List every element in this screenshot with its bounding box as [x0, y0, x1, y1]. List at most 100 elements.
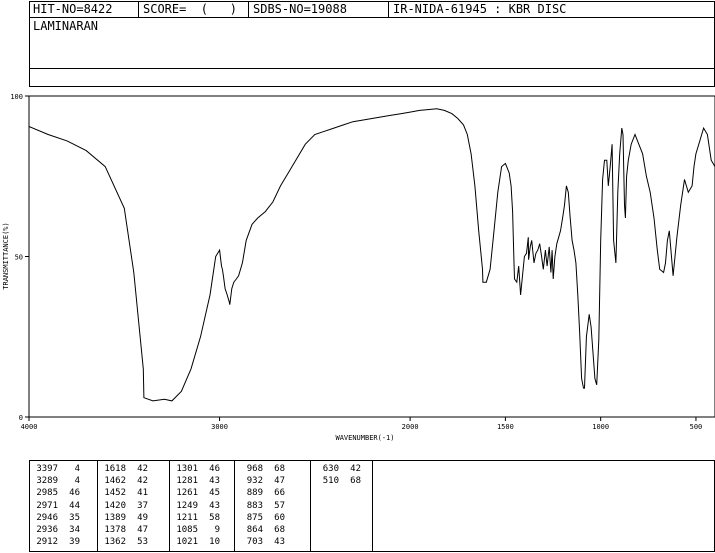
peak-transmittance: 42 — [350, 464, 361, 474]
peak-transmittance: 43 — [274, 537, 285, 548]
peak-transmittance: 68 — [274, 525, 285, 536]
peak-row: 1281 43 — [170, 475, 234, 487]
peak-column: 1618 42 1462 42 1452 41 1420 37 1389 49 1378 47 1362… — [98, 461, 170, 551]
peak-transmittance: 68 — [274, 464, 285, 474]
peak-transmittance: 43 — [209, 500, 220, 511]
peak-column: 1301 46 1281 43 1261 45 1249 43 1211 58 1085 9 1021 1… — [170, 461, 235, 551]
peak-row: 1389 49 — [98, 512, 169, 524]
peak-row: 2946 35 — [30, 512, 97, 524]
x-tick-label: 4000 — [21, 423, 38, 431]
peak-wavenumber: 510 — [322, 476, 339, 487]
peak-transmittance: 4 — [74, 464, 80, 474]
peak-transmittance: 46 — [69, 488, 80, 499]
peak-row: 703 43 — [235, 536, 310, 548]
peak-wavenumber: 1301 — [176, 464, 198, 474]
peak-row: 1362 53 — [98, 536, 169, 548]
peak-transmittance: 4 — [74, 476, 80, 487]
peak-wavenumber: 1389 — [104, 512, 126, 523]
peak-wavenumber: 3289 — [36, 476, 58, 487]
peak-row: 3289 4 — [30, 475, 97, 487]
peak-table: 3397 4 3289 4 2985 46 2971 44 2946 35 2936 34 2912 39… — [29, 460, 715, 552]
peak-wavenumber: 968 — [246, 464, 263, 474]
peak-row: 932 47 — [235, 475, 310, 487]
peak-transmittance: 53 — [137, 537, 148, 548]
peak-transmittance: 9 — [214, 525, 220, 536]
spectrum-line — [28, 108, 715, 402]
y-axis: 0 50 100 — [10, 93, 29, 422]
peak-transmittance: 10 — [209, 537, 220, 548]
peak-row: 968 68 — [235, 463, 310, 475]
x-tick-label: 1000 — [592, 423, 609, 431]
peak-transmittance: 37 — [137, 500, 148, 511]
peak-row: 630 42 — [311, 463, 372, 475]
y-tick-label: 0 — [19, 414, 23, 422]
peak-transmittance: 45 — [209, 488, 220, 499]
peak-wavenumber: 2936 — [36, 525, 58, 536]
peak-transmittance: 49 — [137, 512, 148, 523]
peak-transmittance: 47 — [274, 476, 285, 487]
peak-wavenumber: 1021 — [176, 537, 198, 548]
peak-wavenumber: 1211 — [176, 512, 198, 523]
peak-transmittance: 35 — [69, 512, 80, 523]
compound-name: LAMINARAN — [33, 19, 99, 33]
peak-wavenumber: 2946 — [36, 512, 58, 523]
peak-transmittance: 42 — [137, 464, 148, 474]
y-tick-label: 100 — [10, 93, 23, 101]
peak-wavenumber: 875 — [246, 512, 263, 523]
peak-row: 2985 46 — [30, 487, 97, 499]
peak-wavenumber: 2971 — [36, 500, 58, 511]
peak-row: 3397 4 — [30, 463, 97, 475]
peak-column: 3397 4 3289 4 2985 46 2971 44 2946 35 2936 34 2912 39 — [30, 461, 98, 551]
peak-row: 2936 34 — [30, 524, 97, 536]
peak-transmittance: 66 — [274, 488, 285, 499]
peak-wavenumber: 864 — [246, 525, 263, 536]
x-tick-label: 1500 — [497, 423, 514, 431]
peak-wavenumber: 883 — [246, 500, 263, 511]
peak-wavenumber: 2985 — [36, 488, 58, 499]
peak-wavenumber: 1281 — [176, 476, 198, 487]
peak-row: 1378 47 — [98, 524, 169, 536]
peak-wavenumber: 1618 — [104, 464, 126, 474]
peak-row: 1021 10 — [170, 536, 234, 548]
ir-spectrum-chart: 4000 3000 2000 1500 1000 500 0 50 100 WAVENUMBE… — [2, 93, 715, 442]
score: SCORE= ( ) — [139, 2, 249, 17]
peak-row: 875 60 — [235, 512, 310, 524]
peak-transmittance: 46 — [209, 464, 220, 474]
peak-row: 1249 43 — [170, 500, 234, 512]
peak-transmittance: 34 — [69, 525, 80, 536]
peak-wavenumber: 1249 — [176, 500, 198, 511]
peak-row: 1211 58 — [170, 512, 234, 524]
peak-wavenumber: 1261 — [176, 488, 198, 499]
peak-row: 1462 42 — [98, 475, 169, 487]
x-tick-label: 3000 — [211, 423, 228, 431]
peak-row: 1452 41 — [98, 487, 169, 499]
header-divider — [29, 17, 715, 18]
y-tick-label: 50 — [15, 254, 23, 262]
peak-row: 2971 44 — [30, 500, 97, 512]
peak-row: 510 68 — [311, 475, 372, 487]
peak-wavenumber: 1420 — [104, 500, 126, 511]
peak-row: 1261 45 — [170, 487, 234, 499]
peak-row: 889 66 — [235, 487, 310, 499]
peak-transmittance: 44 — [69, 500, 80, 511]
peak-transmittance: 68 — [350, 476, 361, 487]
peak-transmittance: 39 — [69, 537, 80, 548]
peak-row: 1618 42 — [98, 463, 169, 475]
peak-transmittance: 47 — [137, 525, 148, 536]
peak-row: 864 68 — [235, 524, 310, 536]
peak-column: 630 42 510 68 — [311, 461, 373, 551]
peak-wavenumber: 1085 — [176, 525, 198, 536]
measurement-method: IR-NIDA-61945 : KBR DISC — [393, 2, 567, 16]
x-tick-label: 500 — [690, 423, 703, 431]
peak-transmittance: 58 — [209, 512, 220, 523]
peak-wavenumber: 3397 — [36, 464, 58, 474]
peak-wavenumber: 1378 — [104, 525, 126, 536]
peak-column: 968 68 932 47 889 66 883 57 875 60 864 68 703 43 — [235, 461, 311, 551]
peak-transmittance: 43 — [209, 476, 220, 487]
peak-wavenumber: 1452 — [104, 488, 126, 499]
x-axis-label: WAVENUMBER(-1) — [335, 434, 394, 442]
x-tick-label: 2000 — [402, 423, 419, 431]
peak-transmittance: 60 — [274, 512, 285, 523]
peak-wavenumber: 2912 — [36, 537, 58, 548]
peak-row: 1420 37 — [98, 500, 169, 512]
